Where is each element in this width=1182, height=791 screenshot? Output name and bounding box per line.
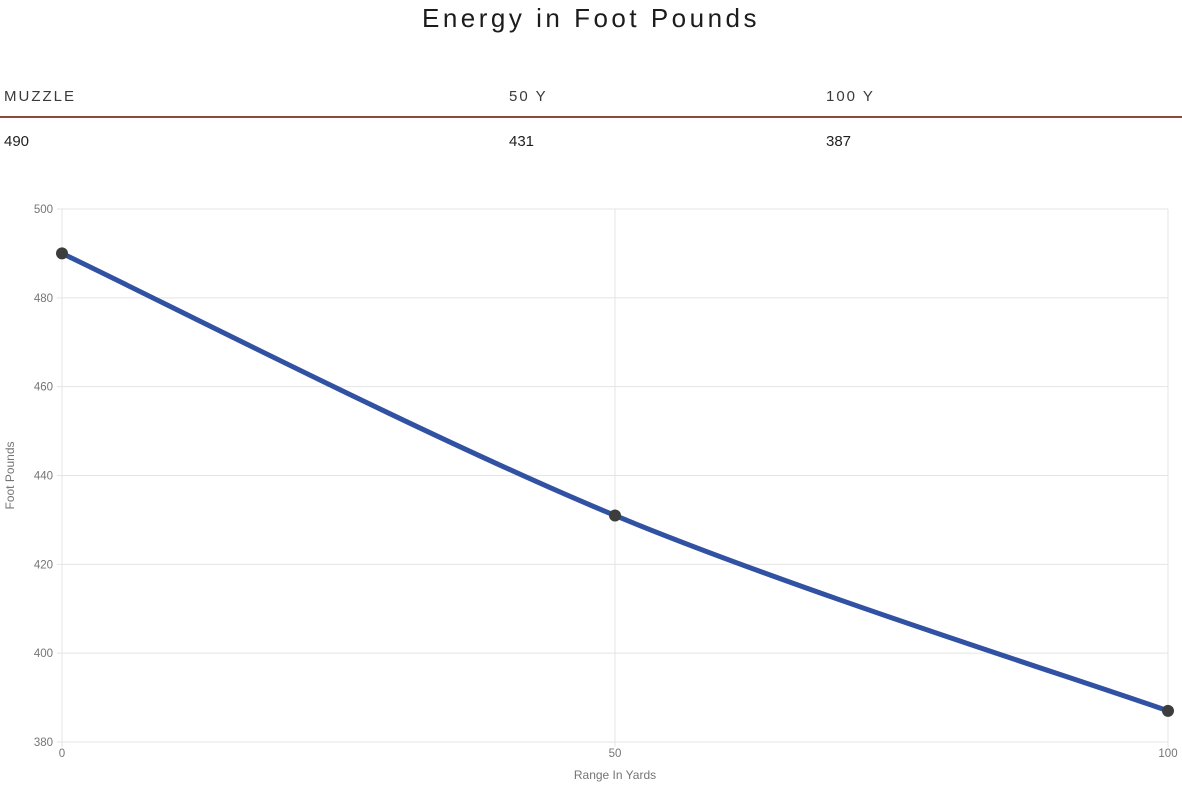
energy-stats-header-row: MUZZLE 50 Y 100 Y — [0, 80, 1182, 118]
y-tick-label: 440 — [34, 471, 53, 483]
stats-header-50y: 50 Y — [509, 88, 548, 105]
x-tick-label: 0 — [59, 748, 65, 760]
stats-value-50y: 431 — [509, 133, 535, 150]
y-tick-label: 460 — [34, 382, 53, 394]
stats-value-muzzle: 490 — [4, 133, 30, 150]
energy-line-chart: 380 400 420 440 460 480 500 0 50 100 Range In Yard… — [0, 190, 1182, 791]
y-tick-label: 500 — [34, 204, 53, 216]
y-tick-label: 400 — [34, 648, 53, 660]
data-point-marker — [56, 247, 68, 260]
data-point-marker — [1162, 704, 1174, 717]
y-tick-label: 420 — [34, 559, 53, 571]
x-tick-label: 100 — [1158, 748, 1177, 760]
y-axis-title: Foot Pounds — [3, 441, 17, 509]
stats-value-100y: 387 — [826, 133, 852, 150]
energy-stats-table: MUZZLE 50 Y 100 Y 490 431 387 — [0, 80, 1182, 151]
stats-header-muzzle: MUZZLE — [4, 88, 76, 105]
data-point-marker — [609, 509, 621, 522]
energy-stats-value-row: 490 431 387 — [0, 118, 1182, 151]
energy-line-chart-svg: 380 400 420 440 460 480 500 0 50 100 Range In Yard… — [3, 204, 1178, 782]
stats-header-100y: 100 Y — [826, 88, 875, 105]
page-title: Energy in Foot Pounds — [422, 3, 760, 33]
y-tick-label: 480 — [34, 293, 53, 305]
x-tick-label: 50 — [609, 748, 622, 760]
y-tick-label: 380 — [34, 737, 53, 749]
x-axis-title: Range In Yards — [574, 768, 656, 782]
